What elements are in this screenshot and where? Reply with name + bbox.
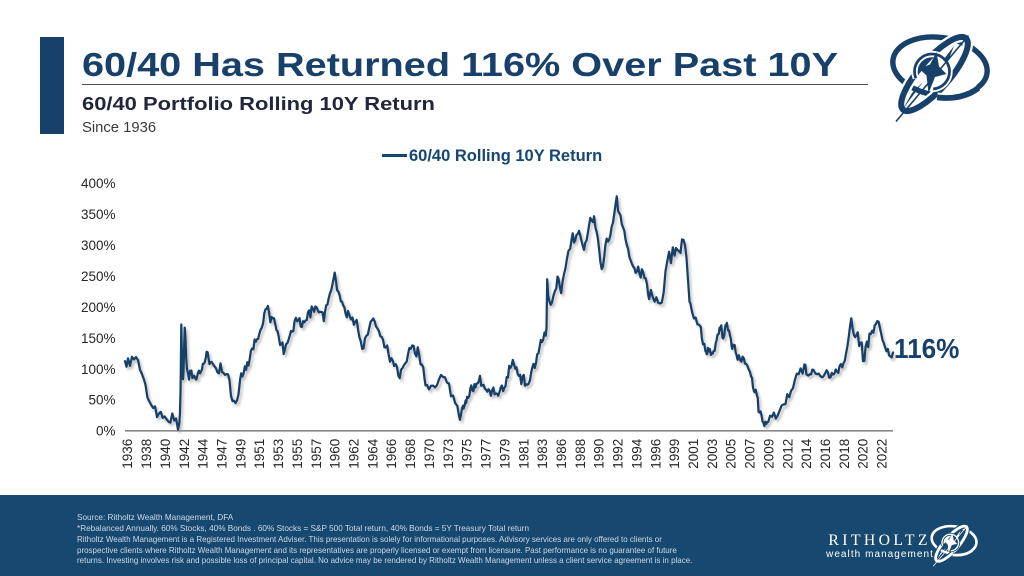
svg-text:1936: 1936 bbox=[120, 439, 135, 469]
svg-text:100%: 100% bbox=[81, 362, 116, 377]
svg-text:1966: 1966 bbox=[384, 439, 399, 469]
svg-text:1992: 1992 bbox=[611, 439, 626, 469]
svg-text:1953: 1953 bbox=[271, 439, 286, 469]
svg-text:150%: 150% bbox=[81, 331, 116, 346]
svg-text:1973: 1973 bbox=[441, 439, 456, 469]
svg-text:1977: 1977 bbox=[479, 439, 494, 469]
svg-text:1983: 1983 bbox=[535, 439, 550, 469]
svg-text:300%: 300% bbox=[81, 238, 116, 253]
svg-text:1986: 1986 bbox=[554, 439, 569, 469]
svg-text:2001: 2001 bbox=[686, 439, 701, 469]
svg-text:2012: 2012 bbox=[780, 439, 795, 469]
svg-text:2014: 2014 bbox=[799, 438, 814, 469]
svg-text:2009: 2009 bbox=[761, 439, 776, 469]
svg-text:250%: 250% bbox=[81, 269, 116, 284]
svg-text:1964: 1964 bbox=[365, 438, 380, 469]
svg-text:1962: 1962 bbox=[347, 439, 362, 469]
svg-text:1975: 1975 bbox=[460, 439, 475, 469]
svg-text:1960: 1960 bbox=[328, 439, 343, 469]
svg-text:2020: 2020 bbox=[856, 439, 871, 469]
svg-text:1988: 1988 bbox=[573, 439, 588, 469]
svg-text:0%: 0% bbox=[96, 424, 116, 439]
svg-text:1947: 1947 bbox=[215, 439, 230, 469]
svg-text:350%: 350% bbox=[81, 207, 116, 222]
svg-text:1940: 1940 bbox=[158, 439, 173, 469]
svg-text:50%: 50% bbox=[88, 393, 115, 408]
svg-text:2018: 2018 bbox=[837, 439, 852, 469]
svg-text:1949: 1949 bbox=[233, 439, 248, 469]
svg-text:1981: 1981 bbox=[516, 439, 531, 469]
svg-text:1957: 1957 bbox=[309, 439, 324, 469]
svg-text:1970: 1970 bbox=[422, 439, 437, 469]
svg-text:1979: 1979 bbox=[497, 439, 512, 469]
svg-text:400%: 400% bbox=[81, 176, 116, 191]
svg-text:1999: 1999 bbox=[667, 439, 682, 469]
svg-text:1996: 1996 bbox=[648, 439, 663, 469]
svg-text:1994: 1994 bbox=[629, 438, 644, 469]
svg-text:2003: 2003 bbox=[705, 439, 720, 469]
svg-text:2007: 2007 bbox=[743, 439, 758, 469]
svg-text:1938: 1938 bbox=[139, 439, 154, 469]
svg-text:1955: 1955 bbox=[290, 439, 305, 469]
svg-text:2005: 2005 bbox=[724, 439, 739, 469]
svg-text:2016: 2016 bbox=[818, 439, 833, 469]
svg-text:1951: 1951 bbox=[252, 439, 267, 469]
svg-text:200%: 200% bbox=[81, 300, 116, 315]
svg-text:1968: 1968 bbox=[403, 439, 418, 469]
svg-text:1942: 1942 bbox=[177, 439, 192, 469]
svg-text:2022: 2022 bbox=[875, 439, 890, 469]
svg-text:1990: 1990 bbox=[592, 439, 607, 469]
svg-text:1944: 1944 bbox=[196, 438, 211, 469]
